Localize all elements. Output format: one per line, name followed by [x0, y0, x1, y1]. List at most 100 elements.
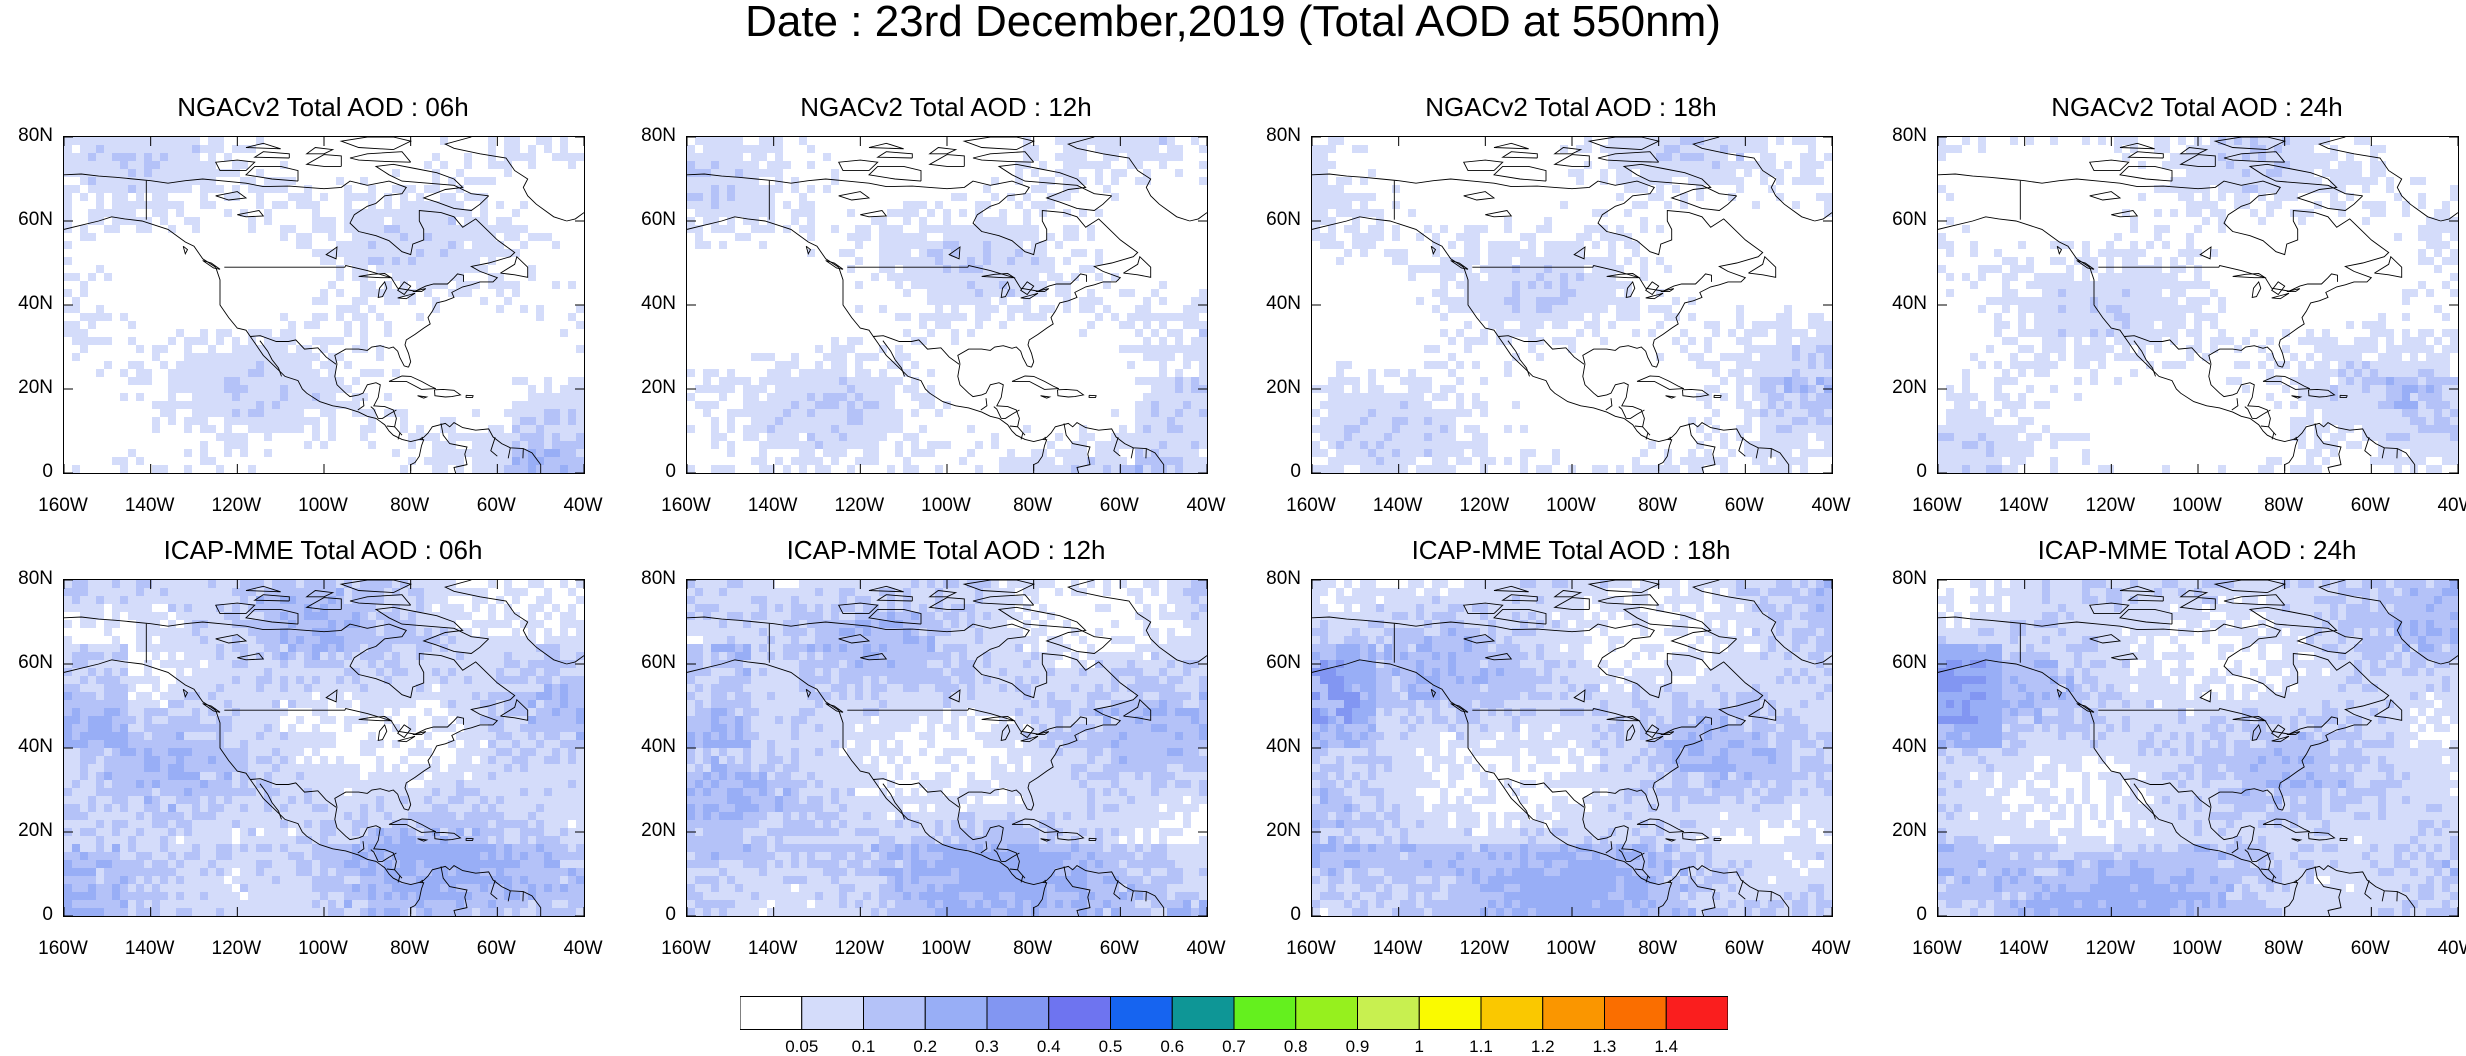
lat-tick-label: 60N	[1892, 652, 1927, 673]
coastline	[305, 590, 335, 598]
coastline	[566, 212, 584, 222]
figure-title: Date : 23rd December,2019 (Total AOD at …	[745, 0, 1721, 46]
lon-tick-label: 40W	[563, 938, 603, 959]
country-border	[1688, 866, 1716, 916]
lon-tick-label: 120W	[2085, 495, 2136, 516]
coastline	[2293, 865, 2416, 916]
coastline	[1938, 616, 2390, 811]
country-border	[370, 849, 379, 862]
country-border	[2260, 425, 2269, 428]
map-panel-2: NGACv2 Total AOD : 12h 160W 140W 120W 100W 80…	[626, 92, 1266, 528]
panel-title: ICAP-MME Total AOD : 24h	[2037, 535, 2357, 565]
colorbar-level-label: 0.5	[1098, 1037, 1123, 1056]
coastline	[1636, 818, 1684, 833]
country-border	[386, 425, 395, 428]
country-border	[2314, 866, 2342, 916]
coastline	[876, 594, 913, 602]
lake-outline	[948, 689, 961, 703]
coastline	[1665, 395, 1677, 399]
coastline	[253, 151, 290, 159]
country-border	[2252, 852, 2271, 862]
country-border	[2252, 409, 2271, 419]
lake-outline	[397, 735, 416, 743]
coastline	[305, 147, 335, 155]
lon-tick-label: 80W	[2264, 495, 2304, 516]
coastline	[2208, 788, 2283, 811]
lon-tick-label: 80W	[390, 495, 430, 516]
coastline	[687, 616, 1139, 811]
lake-outline	[325, 246, 338, 260]
coastline	[444, 137, 567, 222]
lon-tick-label: 140W	[124, 495, 175, 516]
colorbar-level-label: 0.7	[1222, 1037, 1246, 1056]
lon-tick-label: 160W	[1912, 938, 1962, 959]
aod-shading	[1938, 137, 2458, 473]
lat-tick-label: 60N	[641, 652, 676, 673]
lon-tick-label: 100W	[921, 938, 971, 959]
lon-tick-label: 120W	[211, 495, 262, 516]
coastline	[2291, 395, 2303, 399]
coastline	[2440, 655, 2458, 665]
coastline	[837, 159, 879, 172]
lat-tick-label: 20N	[1266, 377, 1301, 398]
country-border	[2271, 432, 2275, 440]
coastline	[2248, 606, 2364, 654]
country-border	[1113, 437, 1121, 457]
aod-shading	[1312, 137, 1832, 473]
panel-title: NGACv2 Total AOD : 06h	[177, 92, 469, 122]
coastline	[1814, 212, 1832, 222]
map-frame	[686, 579, 1208, 917]
coastline	[1507, 783, 1530, 820]
lon-tick-label: 160W	[38, 495, 88, 516]
coastline	[64, 616, 516, 811]
coastline	[997, 163, 1113, 211]
lon-tick-label: 140W	[1998, 495, 2049, 516]
lake-outline	[860, 210, 888, 218]
coastline	[1667, 422, 1790, 473]
colorbar-swatch	[1171, 996, 1235, 1030]
lon-tick-label: 40W	[563, 495, 603, 516]
coastline	[1501, 594, 1538, 602]
coastline	[868, 165, 922, 182]
lon-tick-label: 80W	[1013, 938, 1053, 959]
map-panel-1: NGACv2 Total AOD : 06h 160W 140W 120W 100W 80…	[3, 92, 643, 528]
coastline	[1462, 159, 1504, 172]
coastline	[1692, 137, 1815, 222]
coastline	[245, 608, 299, 625]
lat-tick-label: 0	[1290, 461, 1301, 482]
country-border	[386, 868, 395, 871]
coastline	[334, 788, 409, 811]
coastline	[1582, 788, 1657, 811]
coastline	[1040, 838, 1052, 842]
lon-tick-label: 140W	[1372, 495, 1423, 516]
lake-outline	[2232, 273, 2267, 279]
lake-outline	[1660, 731, 1675, 736]
panel-title: NGACv2 Total AOD : 18h	[1425, 92, 1717, 122]
colorbar-swatch	[924, 996, 988, 1030]
colorbar-swatch	[986, 996, 1050, 1030]
lat-tick-label: 40N	[1266, 293, 1301, 314]
lake-outline	[377, 280, 388, 298]
lake-outline	[2232, 716, 2267, 722]
coastline	[1553, 147, 1583, 155]
lake-outline	[1035, 288, 1050, 293]
country-border	[1755, 447, 1759, 459]
lon-tick-label: 120W	[834, 938, 885, 959]
lake-outline	[412, 288, 427, 293]
lon-tick-label: 120W	[834, 495, 885, 516]
coastline	[957, 345, 1032, 368]
aod-field-map	[1312, 580, 1832, 916]
coastline	[434, 831, 462, 841]
country-border	[1618, 406, 1627, 419]
lat-tick-label: 80N	[641, 568, 676, 589]
lake-outline	[397, 281, 412, 296]
lake-outline	[1463, 634, 1496, 644]
coastline	[374, 163, 490, 211]
aod-field-map	[1938, 137, 2458, 473]
coastline	[1938, 216, 2294, 442]
lon-tick-label: 40W	[1186, 495, 1226, 516]
coastline	[374, 606, 490, 654]
lat-tick-label: 80N	[18, 125, 53, 146]
lon-tick-label: 40W	[2437, 495, 2466, 516]
country-border	[1688, 423, 1716, 473]
